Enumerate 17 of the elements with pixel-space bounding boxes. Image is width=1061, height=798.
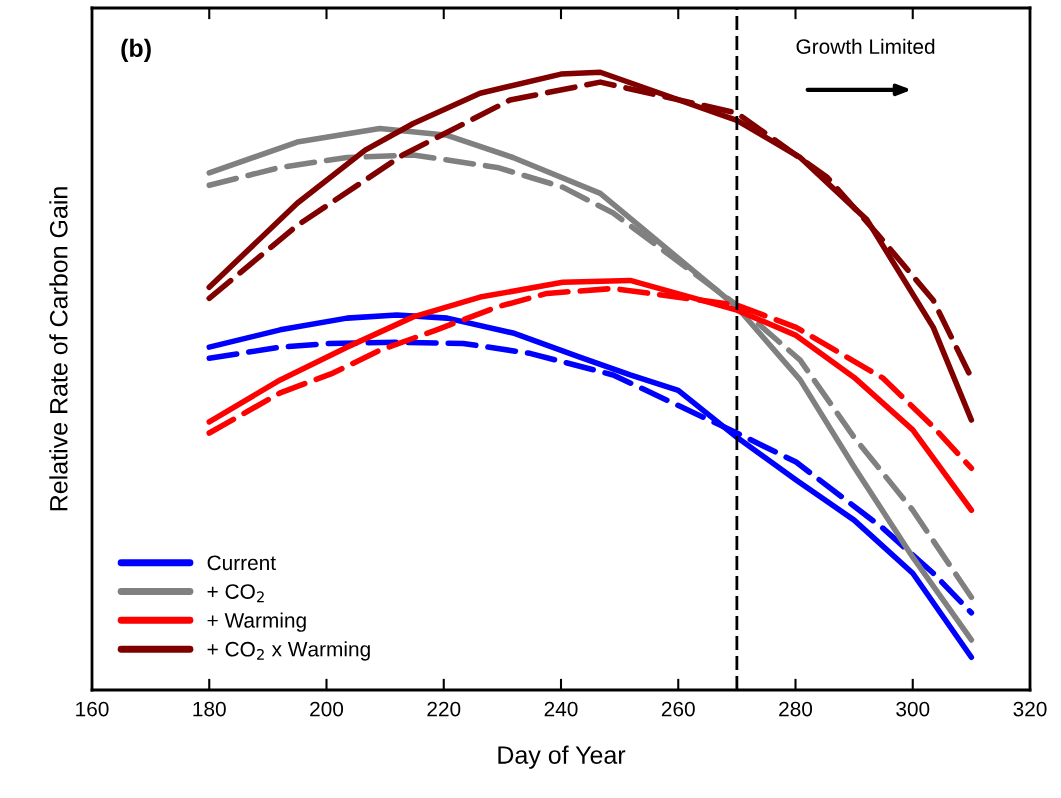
- x-tick-label: 180: [193, 701, 226, 717]
- text: (b): [121, 38, 151, 62]
- x-tick-label: 200: [310, 701, 344, 717]
- legend-label: + Warming: [207, 612, 306, 632]
- text: Growth Limited: [796, 38, 935, 54]
- x-tick-label: 300: [896, 701, 930, 717]
- x-tick-label: 260: [661, 701, 695, 717]
- x-axis-title: Day of Year: [498, 745, 626, 769]
- legend-label: + CO$_{2}$: [207, 584, 264, 603]
- x-tick-label: 240: [544, 701, 578, 717]
- x-tick-label: 280: [779, 701, 813, 717]
- legend-label: + CO$_{2}$ x Warming: [207, 641, 370, 661]
- legend-label: Current: [207, 555, 276, 571]
- x-tick-label: 220: [427, 701, 461, 717]
- x-tick-label: 160: [76, 701, 109, 717]
- y-axis-title: Relative Rate of Carbon Gain: [49, 187, 68, 511]
- x-tick-label: 320: [1013, 701, 1047, 717]
